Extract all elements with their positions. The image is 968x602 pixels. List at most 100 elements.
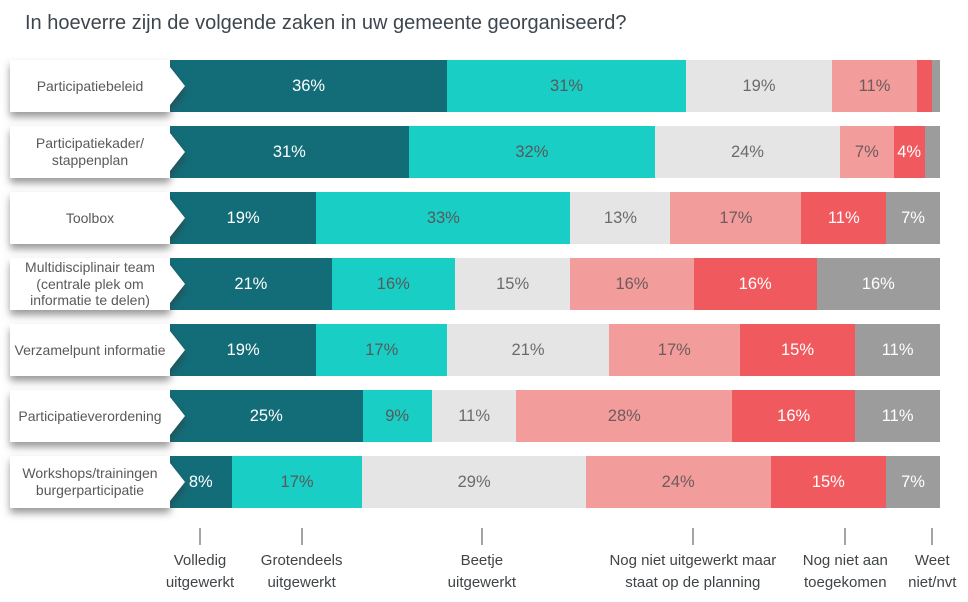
bar-segment-value: 16% <box>615 274 649 293</box>
bar-segment: 33% <box>316 192 571 244</box>
bar-segment: 11% <box>832 60 917 112</box>
stacked-bar: 8% 17% 29% 24% 15% 7% <box>170 456 940 508</box>
row-label-box: Participatieverordening <box>10 390 170 442</box>
stacked-bar-chart: Participatiebeleid 36% 31% 19% 11% Particip… <box>0 60 968 602</box>
bar-segment: 19% <box>170 192 317 244</box>
bar-segment: 24% <box>655 126 840 178</box>
bar-segment-value: 36% <box>292 76 326 95</box>
bar-segment-value: 33% <box>426 208 460 227</box>
bar-segment: 11% <box>431 390 517 442</box>
bar-segment <box>916 60 933 112</box>
row-label-text: Workshops/trainingen burgerparticipatie <box>22 465 158 498</box>
stacked-bar: 31% 32% 24% 7% 4% <box>170 126 940 178</box>
legend: Volledig uitgewerkt Grotendeels uitgewerkt B… <box>166 522 956 602</box>
bar-segment: 17% <box>231 456 363 508</box>
bar-segment <box>932 60 940 112</box>
legend-label: Nog niet aan toegekomen <box>802 552 888 591</box>
bar-segment-value: 11% <box>858 76 891 95</box>
bar-segment-value: 21% <box>511 340 545 359</box>
bar-segment: 16% <box>693 258 817 310</box>
bar-segment-value: 15% <box>811 472 845 491</box>
chart-row: Toolbox 19% 33% 13% 17% 11% 7% <box>0 192 968 244</box>
row-label-text: Participatiebeleid <box>36 77 144 94</box>
bar-segment: 21% <box>447 324 609 376</box>
row-label-tag: Participatieverordening <box>10 390 170 442</box>
row-label-box: Participatiekader/stappenplan <box>10 126 170 178</box>
bar-segment: 16% <box>816 258 940 310</box>
row-label-tag: Toolbox <box>10 192 170 244</box>
bar-segment-value: 19% <box>226 340 260 359</box>
bar-segment-value: 17% <box>365 340 399 359</box>
bar-segment-value: 24% <box>661 472 695 491</box>
bar-segment: 19% <box>685 60 833 112</box>
bar-segment-value: 28% <box>607 406 641 425</box>
bar-segment: 11% <box>801 192 887 244</box>
bar-segment-value: 11% <box>881 406 914 425</box>
bar-segment: 31% <box>170 126 409 178</box>
bar-segment-value: 11% <box>458 406 491 425</box>
legend-label: Weet niet/nvt <box>908 552 957 591</box>
bar-segment-value: 11% <box>881 340 914 359</box>
bar-segment-value: 7% <box>854 142 879 161</box>
legend-label: Volledig uitgewerkt <box>165 552 235 591</box>
bar-segment: 24% <box>585 456 771 508</box>
bar-segment-value: 29% <box>457 472 491 491</box>
bar-segment-value: 25% <box>249 406 283 425</box>
bar-segment-value: 16% <box>738 274 772 293</box>
stacked-bar: 21% 16% 15% 16% 16% 16% <box>170 258 940 310</box>
bar-segment: 11% <box>855 324 940 376</box>
bar-segment: 11% <box>855 390 940 442</box>
stacked-bar: 25% 9% 11% 28% 16% 11% <box>170 390 940 442</box>
bar-segment-value: 8% <box>188 472 213 491</box>
bar-segment-value: 13% <box>603 208 637 227</box>
rows: Participatiebeleid 36% 31% 19% 11% Particip… <box>0 60 968 508</box>
bar-segment-value: 24% <box>730 142 764 161</box>
bar-segment: 7% <box>839 126 894 178</box>
bar-segment: 31% <box>447 60 686 112</box>
chart-row: Workshops/trainingen burgerparticipatie 8… <box>0 456 968 508</box>
bar-segment-value: 19% <box>226 208 260 227</box>
bar-segment: 16% <box>732 390 856 442</box>
row-label-text: Participatieverordening <box>18 407 162 424</box>
bar-segment-value: 4% <box>897 142 922 161</box>
row-label-box: Verzamelpunt informatie <box>10 324 170 376</box>
bar-segment-value: 31% <box>272 142 306 161</box>
row-label-tag: Verzamelpunt informatie <box>10 324 170 376</box>
bar-segment: 13% <box>570 192 671 244</box>
stacked-bar: 36% 31% 19% 11% <box>170 60 940 112</box>
bar-segment: 17% <box>670 192 802 244</box>
chart-row: Participatieverordening 25% 9% 11% 28% 16% 11… <box>0 390 968 442</box>
legend-tick <box>481 528 483 545</box>
bar-segment-value: 32% <box>515 142 549 161</box>
bar-segment: 17% <box>316 324 448 376</box>
bar-segment-value: 17% <box>657 340 691 359</box>
legend-tick <box>844 528 846 545</box>
bar-segment <box>924 126 940 178</box>
row-label-text: Participatiekader/stappenplan <box>35 135 145 168</box>
bar-segment-value: 15% <box>781 340 815 359</box>
bar-segment-value: 31% <box>550 76 584 95</box>
chart-row: Participatiekader/stappenplan 31% 32% 24% 7… <box>0 126 968 178</box>
bar-segment-value: 9% <box>385 406 410 425</box>
legend-tick <box>301 528 303 545</box>
legend-tick <box>199 528 201 545</box>
bar-segment-value: 16% <box>861 274 895 293</box>
row-label-tag: Participatiebeleid <box>10 60 170 112</box>
bar-segment: 19% <box>170 324 317 376</box>
chart-row: Multidisciplinair team (centrale plek om i… <box>0 258 968 310</box>
bar-segment: 25% <box>170 390 363 442</box>
bar-segment: 15% <box>454 258 571 310</box>
legend-tick <box>692 528 694 545</box>
bar-segment: 36% <box>170 60 448 112</box>
chart-row: Participatiebeleid 36% 31% 19% 11% <box>0 60 968 112</box>
bar-segment: 17% <box>608 324 740 376</box>
row-label-text: Toolbox <box>65 209 115 226</box>
row-label-text: Multidisciplinair team (centrale plek om i… <box>25 258 155 309</box>
bar-segment: 21% <box>170 258 332 310</box>
bar-segment: 32% <box>408 126 656 178</box>
row-label-box: Multidisciplinair team (centrale plek om i… <box>10 258 170 310</box>
bar-segment: 9% <box>362 390 432 442</box>
bar-segment: 15% <box>770 456 887 508</box>
row-label-text: Verzamelpunt informatie <box>14 341 166 358</box>
row-label-box: Workshops/trainingen burgerparticipatie <box>10 456 170 508</box>
